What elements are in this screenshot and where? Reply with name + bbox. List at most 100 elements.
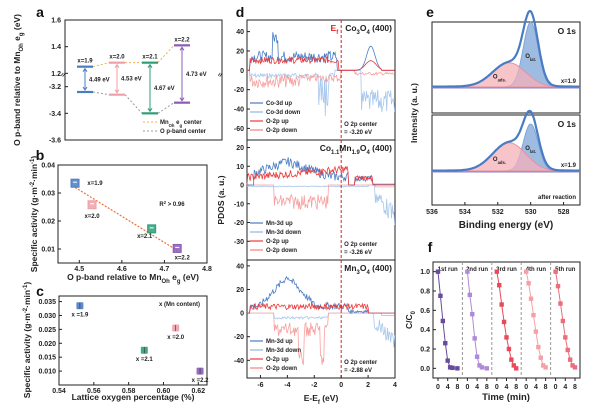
x-tick-label: 4 [505,384,509,391]
run-label: 4th run [526,267,547,273]
envelope-curve [432,109,580,172]
y-tick-label: 0.02 [41,219,55,226]
data-point [543,365,548,370]
level-label: x=2.1 [142,55,158,61]
legend-label: Co-3d up [266,101,292,107]
x-tick-label: 4.6 [117,266,127,273]
x-tick-label: 4 [446,384,450,391]
arrow-head [114,63,120,68]
y-tick-label: 0.020 [38,341,56,348]
data-point [531,312,536,318]
data-point [536,344,541,350]
panel-a-axes [64,19,223,141]
axis-break: ≈ [60,72,68,79]
y-tick-label: 1.0 [420,269,430,276]
y-tick-label: 0.025 [38,327,56,334]
arrow-head [147,63,153,68]
run-line [466,271,487,369]
run-line [525,271,546,368]
y-tick-label: 0.4 [420,327,430,334]
data-point [470,312,475,317]
x-tick-label: 4 [563,384,567,391]
x-tick-label: 0.54 [52,388,66,395]
x-tick-label: 0.58 [122,388,136,395]
panel-e-axes-0 [431,21,581,114]
op-connector [92,91,110,96]
x-tick-label: 530 [525,209,537,216]
x-tick-label: 4 [534,384,538,391]
x-tick-label: 8 [455,384,459,391]
y-tick-label: -40 [234,107,244,114]
op-connector [124,94,143,114]
legend-label: O-2p up [266,239,289,245]
x-tick-label: -4 [284,382,290,389]
data-point [497,283,502,288]
y-tick-label: 0.015 [38,355,56,362]
x-tick-label: 8 [573,384,577,391]
data-point [484,366,489,371]
op-connector [157,102,175,114]
panel-f-xlabel: Time (min) [482,392,530,403]
axis-break: ≈ [217,72,225,79]
data-point [440,318,446,324]
data-point [560,318,566,324]
run-label: 3rd run [496,267,517,273]
y-tick-label: 0.04 [41,163,55,170]
point-label: x =1.9 [71,313,89,319]
panel-label-f: f [428,239,433,255]
envelope-curve [432,9,580,88]
y-tick-label: 0.03 [41,191,55,198]
data-point [172,243,182,253]
data-point [70,178,80,188]
data-point [467,292,473,298]
data-point [565,347,570,353]
panel-f-axes [432,261,581,379]
o2p-center-label: O 2p center [344,122,378,128]
y-tick-label: 10 [236,164,244,171]
level-label: x=1.9 [77,59,93,65]
pdos-series-o-2p-up [247,55,395,71]
point-label: x=1.9 [87,181,103,187]
y-tick-label: -3.2 [49,84,61,91]
panel-a-ylabel: O p-band relative to MnOh eg (eV) [12,14,25,146]
o2p-center-value: = -3.26 eV [344,250,372,256]
panel-c-ylabel: Specific activity (g·m-2·min-1) [22,282,32,399]
o2p-center-value: = -3.20 eV [344,130,372,136]
y-tick-label: 1.4 [51,44,61,51]
sample-label: x=1.9 [561,79,577,85]
panel-label-c: c [36,283,44,299]
pdos-series-co-3d-up [247,32,395,71]
after-reaction-label: after reaction [538,195,576,201]
y-tick-label: 40 [236,263,244,270]
gap-label: 4.73 eV [186,72,207,78]
panel-b-ylabel: Specific activity (g·m-2·min-1) [29,156,39,273]
x-tick-label: 8 [544,384,548,391]
x-tick-label: 0 [524,384,528,391]
data-point [538,355,543,360]
arrow-head [114,89,120,94]
y-tick-label: 1.6 [51,18,61,25]
y-tick-label: 0.010 [38,369,56,376]
data-point [528,296,534,301]
arrow-head [179,97,185,102]
gap-label: 4.49 eV [89,77,110,83]
subplot-title: Mn3O4 (400) [344,263,392,276]
data-point [553,269,558,274]
y-tick-label: -20 [234,334,244,341]
y-tick-label: -60 [234,126,244,133]
subplot-title: O 1s [558,119,577,129]
legend-label: Mn-3d up [266,221,293,227]
y-tick-label: -40 [234,358,244,365]
fermi-label: Ef [331,23,339,36]
arrow-head [82,86,88,91]
panel-label-a: a [36,4,44,20]
arrow-head [82,67,88,72]
pdos-series-o-2p-up [246,165,395,186]
pdos-series-co-3d-down [247,69,396,117]
x-tick-label: 0 [465,384,469,391]
data-point [567,357,573,362]
data-point [447,365,453,370]
panel-e-xlabel: Binding energy (eV) [459,220,553,231]
pdos-series-o-2p-up [247,302,395,314]
data-point [450,365,455,371]
